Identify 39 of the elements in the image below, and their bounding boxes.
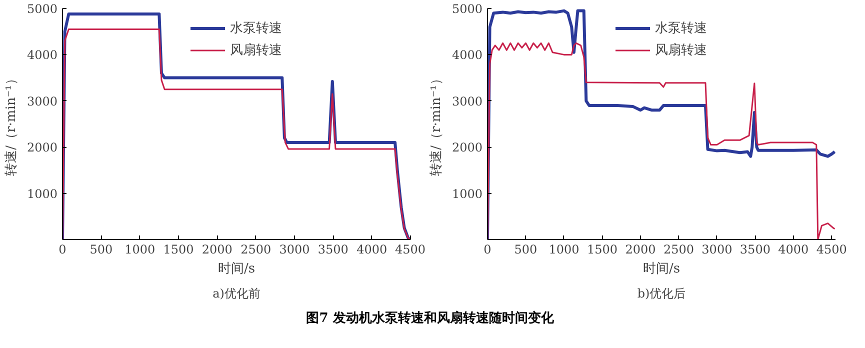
y-axis-title: 转速/（r·min⁻¹） bbox=[428, 72, 444, 176]
x-tick-label: 2500 bbox=[240, 242, 272, 256]
x-tick-label: 4500 bbox=[394, 242, 426, 256]
x-tick-label: 1500 bbox=[163, 242, 194, 256]
x-tick-label: 4500 bbox=[816, 242, 847, 256]
x-tick-label: 3000 bbox=[702, 242, 732, 256]
x-tick-label: 1500 bbox=[586, 242, 618, 256]
x-axis-title: 时间/s bbox=[218, 262, 256, 276]
y-tick-label: 2000 bbox=[452, 140, 483, 155]
y-axis-title: 转速/（r·min⁻¹） bbox=[4, 72, 19, 176]
y-tick-label: 4000 bbox=[452, 48, 483, 62]
y-tick-label: 5000 bbox=[452, 2, 483, 16]
x-tick-label: 2500 bbox=[663, 242, 694, 256]
x-tick-label: 0 bbox=[58, 242, 66, 256]
y-tick-label: 2000 bbox=[26, 140, 58, 155]
y-tick-label: 1000 bbox=[452, 186, 483, 201]
y-tick-label: 3000 bbox=[452, 94, 483, 108]
x-tick-label: 4000 bbox=[778, 242, 809, 256]
x-tick-label: 2000 bbox=[202, 242, 232, 256]
x-tick-label: 3500 bbox=[740, 242, 770, 256]
y-tick-label: 4000 bbox=[26, 48, 58, 62]
x-tick-label: 0 bbox=[484, 242, 492, 256]
x-tick-label: 2000 bbox=[625, 242, 656, 256]
x-tick-label: 500 bbox=[90, 242, 113, 256]
x-tick-label: 500 bbox=[514, 242, 538, 256]
legend-label: 水泵转速 bbox=[230, 20, 282, 37]
text: a)优化前 bbox=[212, 286, 260, 300]
x-tick-label: 3500 bbox=[318, 242, 348, 256]
y-tick-label: 3000 bbox=[26, 94, 58, 108]
x-tick-label: 3000 bbox=[279, 242, 310, 256]
text: b)优化后 bbox=[637, 286, 686, 300]
caption: 图7 发动机水泵转速和风扇转速随时间变化 bbox=[306, 310, 554, 328]
legend-label: 风扇转速 bbox=[230, 42, 282, 59]
x-tick-label: 1000 bbox=[548, 242, 580, 256]
x-tick-label: 1000 bbox=[124, 242, 156, 256]
y-tick-label: 1000 bbox=[26, 186, 58, 201]
x-axis-title: 时间/s bbox=[642, 262, 680, 276]
y-tick-label: 5000 bbox=[26, 2, 58, 16]
x-tick-label: 4000 bbox=[356, 242, 388, 256]
